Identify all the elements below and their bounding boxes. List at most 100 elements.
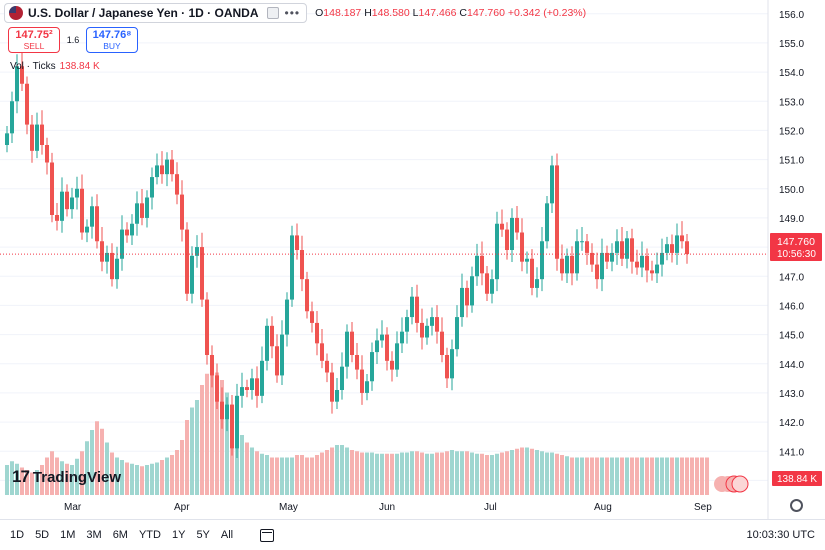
candle [250,368,254,400]
candle [75,176,79,210]
timeframe-3m[interactable]: 3M [86,529,102,541]
candle [315,310,319,356]
volume-bar [335,445,339,495]
volume-bar [530,448,534,495]
volume-bar [485,455,489,495]
price-tick-label: 145.0 [779,331,804,342]
volume-bar [315,455,319,495]
volume-bar [220,380,224,495]
candle [515,205,519,240]
volume-bar [160,460,164,495]
volume-bar [280,457,284,495]
volume-bar [400,452,404,495]
volume-bar [245,442,249,495]
candle [540,226,544,292]
volume-bar [35,470,39,495]
volume-bar [70,465,74,495]
volume-bar [410,451,414,495]
volume-bar [25,470,29,495]
volume-bar [620,457,624,495]
utc-clock[interactable]: 10:03:30 UTC [746,529,815,541]
volume-bar [355,451,359,495]
candle [50,152,54,223]
price-tick-label: 149.0 [779,214,804,225]
tradingview-logo-icon: 17 [12,467,30,486]
volume-bar [180,440,184,495]
volume-bar [600,457,604,495]
candle [650,260,654,281]
timeframe-1d[interactable]: 1D [10,529,25,541]
volume-bar [345,447,349,495]
candle [355,343,359,380]
volume-bar [365,452,369,495]
price-chart[interactable]: 156.0 155.0 154.0 153.0 152.0 151.0 150.0 149.0… [0,0,825,519]
volume-bar [630,457,634,495]
timeframe-5d[interactable]: 5D [35,529,50,541]
volume-bar [375,453,379,495]
candle [360,355,364,405]
volume-bar [450,450,454,495]
candle [270,316,274,359]
volume-bar [260,453,264,495]
candle [685,233,689,264]
candle [440,317,444,363]
volume-bar [145,465,149,495]
candle [320,329,324,369]
volume-bar [50,451,54,495]
volume-bar [10,461,14,495]
candle [245,379,249,398]
symbol-selector[interactable]: U.S. Dollar / Japanese Yen · 1D · OANDA … [4,3,308,23]
candle [615,229,619,265]
calendar-icon[interactable] [260,528,275,542]
volume-bar [205,373,209,495]
volume-bar [495,453,499,495]
price-tick-label: 156.0 [779,10,804,21]
candle [120,215,124,271]
symbol-header: U.S. Dollar / Japanese Yen · 1D · OANDA … [4,3,586,23]
candle [330,362,334,414]
candle [5,126,9,153]
timeframe-6m[interactable]: 6M [112,529,128,541]
tradingview-logo[interactable]: 17 TradingView [12,467,121,487]
candle [470,266,474,313]
candle [180,180,184,242]
candle [605,245,609,269]
volume-tag-value: 138.84 K [777,474,817,485]
volume-bar [690,457,694,495]
candle [15,54,19,114]
buy-button[interactable]: 147.76⁸ BUY [86,27,138,53]
volume-bar [470,452,474,495]
timeframe-1m[interactable]: 1M [60,529,76,541]
candle [140,189,144,226]
candle [620,226,624,267]
volume-bar [150,463,154,495]
volume-bar [55,457,59,495]
volume-bar [195,400,199,495]
logo-text: TradingView [32,468,122,486]
volume-bar [115,457,119,495]
symbol-compare-icon[interactable] [266,7,279,19]
candle [215,363,219,409]
volume-bar [425,453,429,495]
volume-bar [590,457,594,495]
more-icon[interactable]: ••• [284,6,301,20]
volume-bar [45,457,49,495]
candle [90,196,94,239]
volume-bar [515,448,519,495]
trade-panel: 147.75² SELL 1.6 147.76⁸ BUY [8,27,138,53]
volume-bar [225,392,229,495]
timeframe-5y[interactable]: 5Y [196,529,210,541]
candle [100,226,104,272]
candle [570,246,574,286]
sell-button[interactable]: 147.75² SELL [8,27,60,53]
volume-bar [95,421,99,495]
time-tick-label: Aug [594,502,612,513]
timeframe-1y[interactable]: 1Y [171,529,186,541]
candle [265,318,269,371]
timeframe-ytd[interactable]: YTD [138,529,161,541]
candle [70,187,74,219]
candle [390,351,394,382]
gear-icon[interactable] [790,499,803,512]
candle [600,238,604,292]
timeframe-all[interactable]: All [220,529,234,541]
